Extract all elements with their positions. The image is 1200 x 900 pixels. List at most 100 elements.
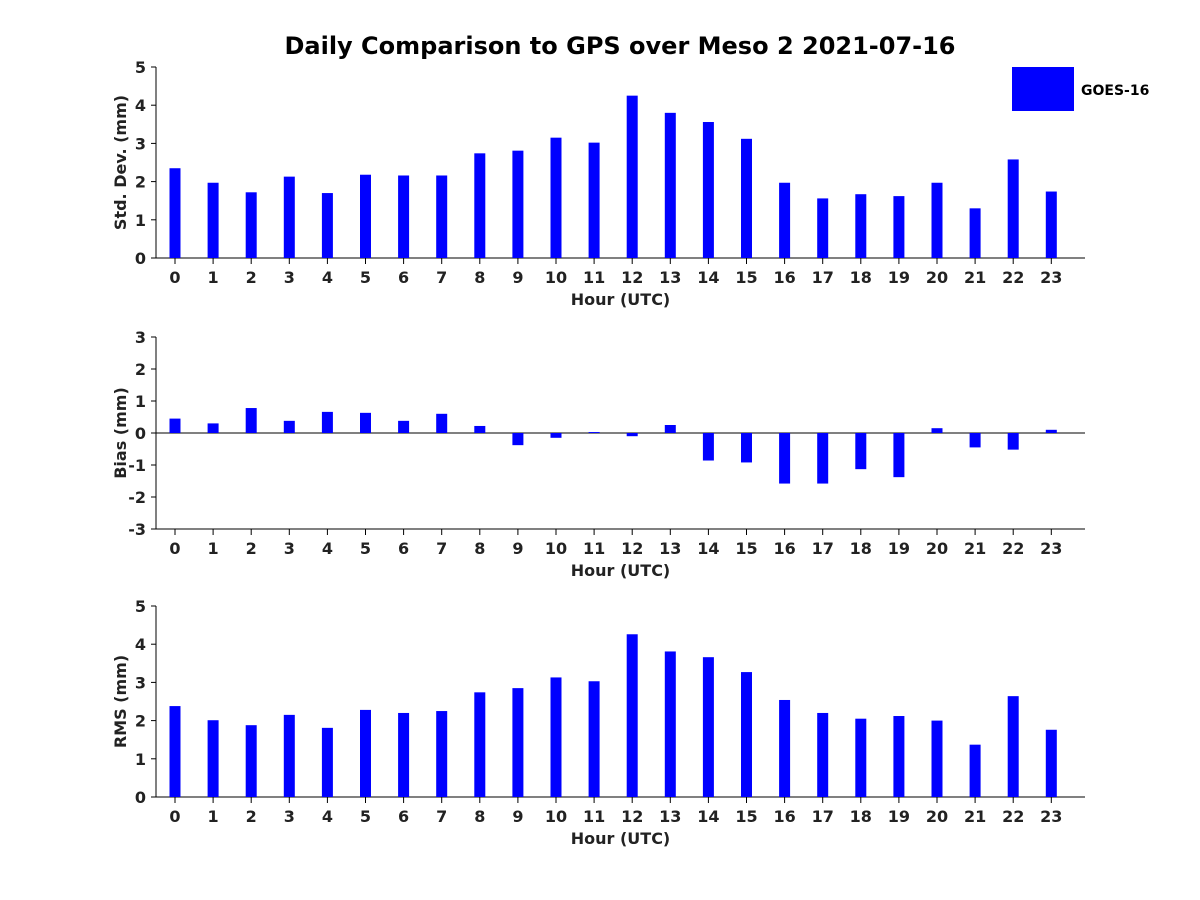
bias-xtick-label: 0 bbox=[169, 539, 180, 558]
std-dev-ytick-label: 1 bbox=[135, 211, 146, 230]
std-dev-bar-hour-10 bbox=[550, 137, 562, 258]
rms-xtick-label: 2 bbox=[246, 807, 257, 826]
bias-xtick-label: 3 bbox=[284, 539, 295, 558]
rms-xtick-label: 0 bbox=[169, 807, 180, 826]
rms-bar-hour-16 bbox=[779, 699, 791, 797]
rms-bar-hour-12 bbox=[626, 634, 638, 797]
bias-x-axis-label: Hour (UTC) bbox=[571, 561, 671, 580]
legend-label: GOES-16 bbox=[1081, 83, 1149, 99]
rms-xtick-label: 21 bbox=[964, 807, 986, 826]
rms-bar-hour-20 bbox=[931, 720, 943, 797]
std-dev-xtick-label: 4 bbox=[322, 268, 333, 287]
std-dev-ytick-label: 3 bbox=[135, 134, 146, 153]
bias-ytick-label: 1 bbox=[135, 392, 146, 411]
std-dev-xtick-label: 10 bbox=[545, 268, 567, 287]
std-dev-xtick-label: 11 bbox=[583, 268, 605, 287]
std-dev-x-axis-label: Hour (UTC) bbox=[571, 290, 671, 309]
bias-xtick-label: 13 bbox=[659, 539, 681, 558]
bias-bar-hour-9 bbox=[512, 433, 524, 446]
std-dev-xtick-label: 14 bbox=[697, 268, 719, 287]
rms-xtick-label: 12 bbox=[621, 807, 643, 826]
std-dev-xtick-label: 20 bbox=[926, 268, 948, 287]
std-dev-bar-hour-9 bbox=[512, 150, 524, 258]
bias-xtick-label: 10 bbox=[545, 539, 567, 558]
std-dev-bar-hour-21 bbox=[969, 208, 981, 258]
std-dev-bar-hour-4 bbox=[321, 193, 333, 258]
std-dev-bar-hour-18 bbox=[855, 194, 867, 258]
std-dev-xtick-label: 9 bbox=[512, 268, 523, 287]
bias-bar-hour-11 bbox=[588, 432, 600, 433]
bias-bar-hour-20 bbox=[931, 428, 943, 433]
std-dev-xtick-label: 19 bbox=[888, 268, 910, 287]
std-dev-xtick-label: 1 bbox=[208, 268, 219, 287]
std-dev-xtick-label: 8 bbox=[474, 268, 485, 287]
bias-y-axis-label: Bias (mm) bbox=[111, 387, 130, 479]
rms-x-axis-label: Hour (UTC) bbox=[571, 829, 671, 848]
rms-ytick-label: 1 bbox=[135, 750, 146, 769]
bias-xtick-label: 14 bbox=[697, 539, 719, 558]
bias-bar-hour-5 bbox=[360, 412, 371, 433]
rms-xtick-label: 13 bbox=[659, 807, 681, 826]
bias-bar-hour-8 bbox=[474, 425, 486, 433]
rms-bar-hour-8 bbox=[474, 692, 486, 797]
std-dev-xtick-label: 12 bbox=[621, 268, 643, 287]
rms-bar-hour-5 bbox=[360, 709, 371, 797]
rms-xtick-label: 22 bbox=[1002, 807, 1024, 826]
rms-bar-hour-13 bbox=[664, 651, 676, 797]
std-dev-y-axis-label: Std. Dev. (mm) bbox=[111, 95, 130, 230]
rms-xtick-label: 18 bbox=[850, 807, 872, 826]
bias-ytick-label: 0 bbox=[135, 424, 146, 443]
rms-xtick-label: 5 bbox=[360, 807, 371, 826]
rms-bar-hour-7 bbox=[436, 711, 448, 797]
std-dev-bar-hour-22 bbox=[1007, 159, 1019, 258]
rms-xtick-label: 1 bbox=[208, 807, 219, 826]
std-dev-xtick-label: 5 bbox=[360, 268, 371, 287]
bias-bar-hour-15 bbox=[741, 433, 752, 463]
bias-ytick-label: 3 bbox=[135, 328, 146, 347]
rms-bar-hour-21 bbox=[969, 744, 981, 797]
bias-bar-hour-21 bbox=[969, 433, 981, 448]
std-dev-ytick-label: 2 bbox=[135, 173, 146, 192]
rms-bar-hour-11 bbox=[588, 681, 600, 797]
bias-bar-hour-16 bbox=[779, 433, 791, 484]
bias-bar-hour-10 bbox=[550, 433, 562, 438]
std-dev-bar-hour-1 bbox=[207, 182, 219, 258]
legend: GOES-16 bbox=[1012, 67, 1149, 111]
legend-swatch bbox=[1012, 67, 1074, 111]
rms-ytick-label: 4 bbox=[135, 635, 146, 654]
std-dev-bar-hour-11 bbox=[588, 142, 600, 258]
bias-bar-hour-12 bbox=[626, 433, 638, 437]
bias-xtick-label: 21 bbox=[964, 539, 986, 558]
bias-bar-hour-2 bbox=[245, 408, 257, 433]
std-dev-bar-hour-23 bbox=[1045, 191, 1057, 258]
rms-xtick-label: 7 bbox=[436, 807, 447, 826]
std-dev-bar-hour-17 bbox=[817, 198, 829, 258]
bias-xtick-label: 17 bbox=[812, 539, 834, 558]
std-dev-bar-hour-0 bbox=[169, 168, 181, 258]
bias-bar-hour-22 bbox=[1007, 433, 1019, 450]
bias-bar-hour-18 bbox=[855, 433, 867, 470]
bias-bar-hour-13 bbox=[664, 425, 676, 433]
std-dev-xtick-label: 21 bbox=[964, 268, 986, 287]
std-dev-bar-hour-14 bbox=[702, 122, 714, 259]
std-dev-bar-hour-16 bbox=[779, 182, 791, 258]
bias-bar-hour-1 bbox=[207, 423, 219, 433]
bias-xtick-label: 20 bbox=[926, 539, 948, 558]
std-dev-ytick-label: 0 bbox=[135, 249, 146, 268]
bias-bar-hour-3 bbox=[283, 420, 295, 433]
rms-xtick-label: 4 bbox=[322, 807, 333, 826]
bias-xtick-label: 1 bbox=[208, 539, 219, 558]
std-dev-ytick-label: 4 bbox=[135, 96, 146, 115]
bias-xtick-label: 7 bbox=[436, 539, 447, 558]
bias-xtick-label: 11 bbox=[583, 539, 605, 558]
std-dev-bar-hour-7 bbox=[436, 175, 448, 258]
bias-bar-hour-23 bbox=[1045, 429, 1057, 433]
bias-ytick-label: 2 bbox=[135, 360, 146, 379]
std-dev-bar-hour-8 bbox=[474, 153, 486, 258]
rms-xtick-label: 15 bbox=[735, 807, 757, 826]
bias-bar-hour-7 bbox=[436, 413, 448, 433]
rms-bar-hour-3 bbox=[283, 714, 295, 797]
rms-bar-hour-1 bbox=[207, 720, 219, 797]
